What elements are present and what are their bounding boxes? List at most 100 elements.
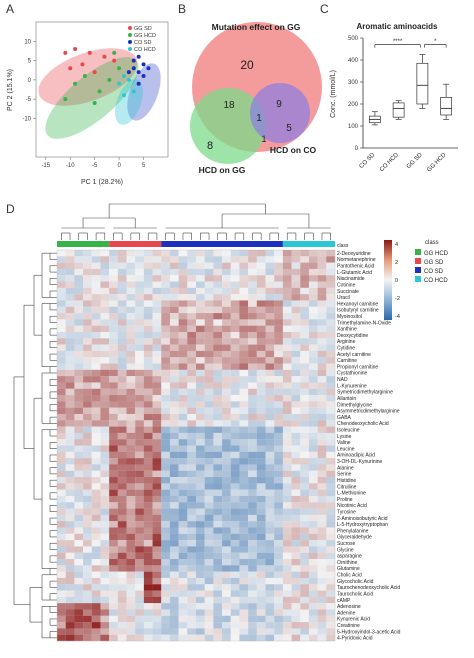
- heatmap-cell: [161, 382, 171, 389]
- heatmap-cell: [204, 376, 214, 383]
- heatmap-cell: [291, 622, 301, 629]
- heatmap-cell: [265, 294, 275, 301]
- pca-y-axis-label: PC 2 (15.1%): [7, 69, 14, 111]
- heatmap-cell: [213, 319, 223, 326]
- heatmap-cell: [222, 439, 231, 446]
- heatmap-cell: [204, 502, 214, 509]
- heatmap-cell: [178, 300, 188, 307]
- heatmap-cell: [248, 369, 257, 377]
- heatmap-cell: [213, 407, 223, 415]
- heatmap-cell: [204, 445, 214, 452]
- heatmap-cell: [196, 250, 205, 257]
- heatmap-cell: [91, 628, 101, 635]
- heatmap-cell: [291, 634, 301, 642]
- heatmap-cell: [222, 250, 231, 257]
- heatmap-cell: [109, 451, 118, 459]
- heatmap-cell: [178, 565, 188, 572]
- heatmap-cell: [117, 596, 127, 604]
- heatmap-cell: [143, 306, 153, 314]
- heatmap-cell: [204, 338, 214, 345]
- heatmap-cell: [65, 250, 75, 257]
- heatmap-cell: [282, 319, 292, 326]
- legend-label-gg-hcd: GG HCD: [134, 33, 156, 39]
- heatmap-cell: [143, 489, 153, 497]
- heatmap-cell: [161, 477, 171, 484]
- heatmap-cell: [230, 413, 240, 421]
- heatmap-cell: [265, 275, 275, 282]
- heatmap-cell: [326, 590, 336, 597]
- heatmap-cell: [256, 357, 266, 364]
- heatmap-cell: [300, 294, 310, 301]
- heatmap-cell: [169, 262, 179, 270]
- heatmap-cell: [187, 294, 197, 301]
- heatmap-cell: [135, 628, 144, 635]
- heatmap-cell: [100, 483, 110, 490]
- heatmap-cell: [326, 413, 336, 421]
- heatmap-cell: [178, 325, 188, 333]
- heatmap-cell: [135, 596, 144, 604]
- heatmap-cell: [326, 369, 336, 377]
- heatmap-cell: [117, 527, 127, 534]
- heatmap-cell: [222, 559, 231, 566]
- heatmap-cell: [222, 540, 231, 547]
- heatmap-cell: [230, 571, 240, 579]
- heatmap-cell: [161, 577, 171, 585]
- heatmap-cell: [178, 571, 188, 579]
- heatmap-cell: [91, 420, 101, 427]
- heatmap-cell: [126, 577, 136, 585]
- heatmap-cell: [117, 590, 127, 597]
- heatmap-cell: [230, 565, 240, 572]
- heatmap-row-label: Cystathionine: [337, 371, 368, 377]
- heatmap-cell: [152, 432, 162, 440]
- heatmap-cell: [204, 451, 214, 459]
- heatmap-cell: [256, 275, 266, 282]
- heatmap-cell: [126, 300, 136, 307]
- heatmap-cell: [265, 527, 275, 534]
- heatmap-cell: [83, 546, 92, 553]
- heatmap-cell: [83, 451, 92, 459]
- heatmap-cell: [196, 275, 205, 282]
- heatmap-cell: [282, 281, 292, 288]
- venn-circle-hcd-gg: [190, 88, 266, 164]
- heatmap-cell: [317, 294, 327, 301]
- heatmap-cell: [126, 622, 136, 629]
- heatmap-cell: [169, 420, 179, 427]
- heatmap-cell: [100, 407, 110, 415]
- heatmap-cell: [204, 571, 214, 579]
- heatmap-row-label: Glyceraldehyde: [337, 535, 372, 541]
- heatmap-cell: [308, 294, 318, 301]
- heatmap-cell: [204, 628, 214, 635]
- heatmap-cell: [274, 628, 283, 635]
- heatmap-cell: [317, 319, 327, 326]
- heatmap-cell: [161, 275, 171, 282]
- heatmap-cell: [161, 521, 171, 528]
- heatmap-cell: [109, 622, 118, 629]
- heatmap-cell: [100, 445, 110, 452]
- heatmap-cell: [239, 338, 249, 345]
- heatmap-cell: [187, 395, 197, 402]
- heatmap-cell: [256, 338, 266, 345]
- heatmap-cell: [196, 369, 205, 377]
- heatmap-cell: [291, 464, 301, 471]
- heatmap-cell: [274, 325, 283, 333]
- heatmap-cell: [126, 262, 136, 270]
- heatmap-cell: [117, 622, 127, 629]
- heatmap-cell: [230, 369, 240, 377]
- heatmap-cell: [274, 413, 283, 421]
- heatmap-cell: [100, 313, 110, 320]
- heatmap-cell: [308, 546, 318, 553]
- heatmap-cell: [248, 439, 257, 446]
- heatmap-cell: [265, 319, 275, 326]
- heatmap-cell: [65, 546, 75, 553]
- heatmap-cell: [282, 470, 292, 478]
- heatmap-cell: [300, 508, 310, 515]
- heatmap-cell: [152, 350, 162, 358]
- heatmap-cell: [57, 502, 66, 509]
- heatmap-cell: [187, 350, 197, 358]
- heatmap-cell: [109, 281, 118, 288]
- heatmap-cell: [74, 262, 84, 270]
- heatmap-cell: [291, 495, 301, 503]
- heatmap-row-label: 2-Aminoisobutyric Acid: [337, 516, 388, 522]
- heatmap-cell: [143, 514, 153, 522]
- heatmap-cell: [143, 294, 153, 301]
